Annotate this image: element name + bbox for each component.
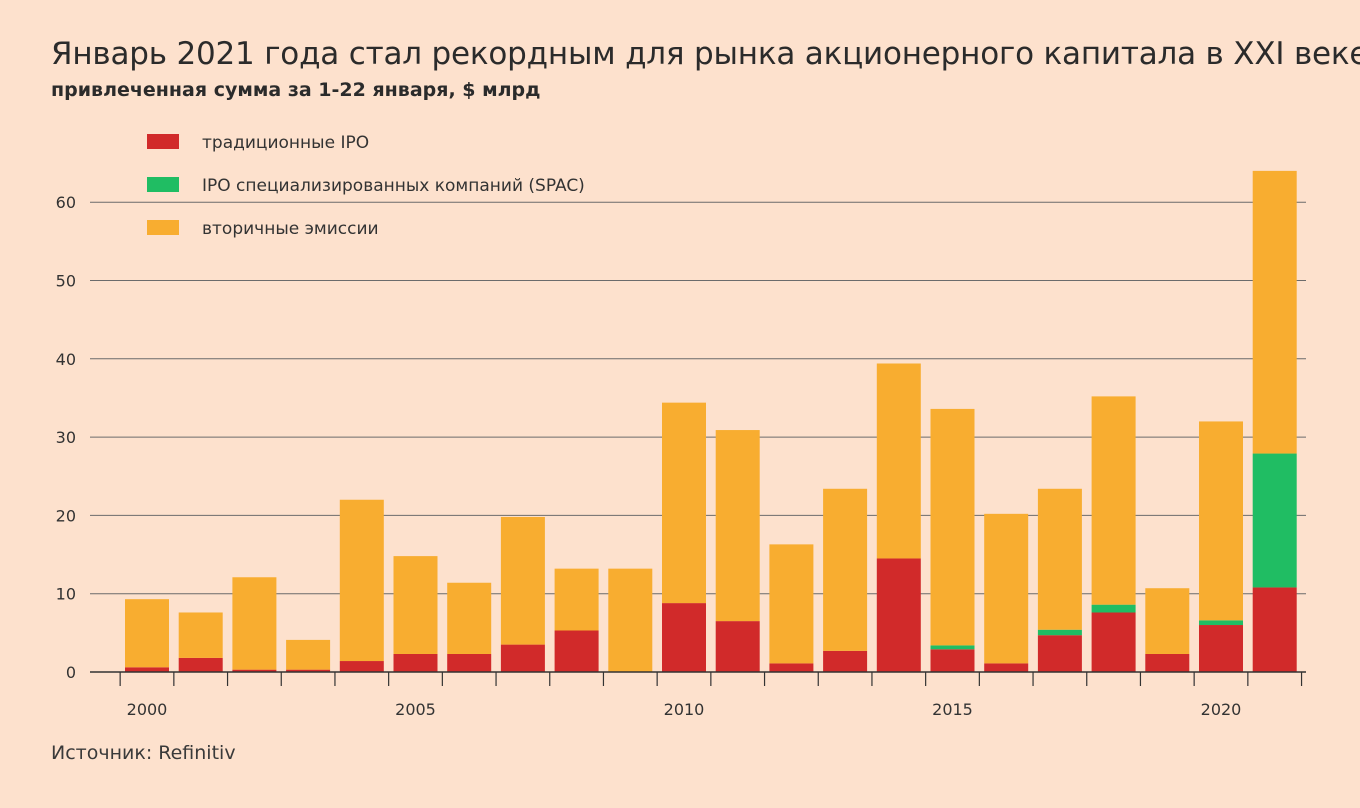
x-tick-label-2010: 2010 <box>664 700 705 719</box>
bar-2000-series-2 <box>125 599 169 668</box>
bar-2019-series-0 <box>1145 653 1190 672</box>
bar-2014-series-2 <box>876 363 921 559</box>
bar-2021-series-1 <box>1252 453 1297 588</box>
bar-2021-series-2 <box>1252 170 1297 454</box>
bar-2008-series-2 <box>554 568 599 631</box>
bar-2012-series-2 <box>769 544 814 664</box>
bar-2002-series-2 <box>232 577 277 670</box>
bar-2013-series-0 <box>823 650 868 672</box>
x-tick-label-2020: 2020 <box>1201 700 1242 719</box>
x-tick-label-2015: 2015 <box>932 700 973 719</box>
y-tick-label-20: 20 <box>56 506 76 525</box>
bar-2018-series-1 <box>1091 604 1136 613</box>
bar-2010-series-0 <box>662 603 706 672</box>
bar-2012-series-0 <box>769 663 814 672</box>
source-note: Источник: Refinitiv <box>51 742 236 764</box>
bar-2021-series-0 <box>1252 587 1297 672</box>
x-tick-label-2005: 2005 <box>395 700 436 719</box>
y-tick-label-50: 50 <box>56 272 76 291</box>
bar-2004-series-2 <box>339 499 384 662</box>
legend-label-2: вторичные эмиссии <box>202 219 379 239</box>
y-tick-label-10: 10 <box>56 585 76 604</box>
bar-2014-series-0 <box>876 558 921 672</box>
bar-2017-series-1 <box>1037 629 1082 636</box>
bar-2003-series-0 <box>286 669 331 672</box>
bar-2006-series-0 <box>447 653 492 672</box>
bar-2015-series-1 <box>930 645 975 650</box>
bar-2016-series-0 <box>984 663 1029 672</box>
legend-swatch-0 <box>147 134 179 149</box>
y-tick-label-40: 40 <box>56 350 76 369</box>
bar-2020-series-0 <box>1199 625 1243 672</box>
bar-2003-series-2 <box>286 639 331 670</box>
legend-label-1: IPO специализированных компаний (SPAC) <box>202 176 585 196</box>
bar-2011-series-0 <box>715 621 760 672</box>
bar-2000-series-0 <box>125 667 169 672</box>
bars <box>125 170 1297 672</box>
bar-2007-series-2 <box>500 516 545 645</box>
legend: традиционные IPO IPO специализированных к… <box>147 133 585 239</box>
axes: 0 10 20 30 40 50 60 2000 2005 2010 2015 2020 <box>56 193 1306 719</box>
bar-2015-series-2 <box>930 408 975 646</box>
bar-2016-series-2 <box>984 513 1029 664</box>
bar-2002-series-0 <box>232 669 277 672</box>
y-tick-label-60: 60 <box>56 193 76 212</box>
bar-2018-series-2 <box>1091 396 1136 605</box>
bar-2007-series-0 <box>500 644 545 672</box>
legend-swatch-2 <box>147 220 179 235</box>
bar-2009-series-2 <box>608 568 653 672</box>
bar-2011-series-2 <box>715 430 760 622</box>
bar-2008-series-0 <box>554 630 599 672</box>
chart-title: Январь 2021 года стал рекордным для рынк… <box>51 36 1360 72</box>
bar-2004-series-0 <box>339 661 384 672</box>
bar-2001-series-2 <box>178 612 223 658</box>
y-tick-label-0: 0 <box>66 663 76 682</box>
bar-2017-series-2 <box>1037 488 1082 630</box>
bar-2005-series-2 <box>393 556 438 654</box>
bar-2020-series-1 <box>1199 620 1243 626</box>
y-tick-label-30: 30 <box>56 428 76 447</box>
legend-label-0: традиционные IPO <box>202 133 369 153</box>
bar-2018-series-0 <box>1091 612 1136 672</box>
bar-2019-series-2 <box>1145 588 1190 654</box>
bar-2010-series-2 <box>662 402 706 604</box>
bar-2013-series-2 <box>823 488 868 651</box>
bar-2015-series-0 <box>930 649 975 672</box>
bar-2020-series-2 <box>1199 421 1243 621</box>
bar-2005-series-0 <box>393 653 438 672</box>
bar-2017-series-0 <box>1037 635 1082 672</box>
bar-2001-series-0 <box>178 657 223 672</box>
legend-swatch-1 <box>147 177 179 192</box>
bar-2006-series-2 <box>447 582 492 654</box>
x-tick-label-2000: 2000 <box>127 700 168 719</box>
chart-subtitle: привлеченная сумма за 1-22 января, $ млр… <box>51 79 541 101</box>
